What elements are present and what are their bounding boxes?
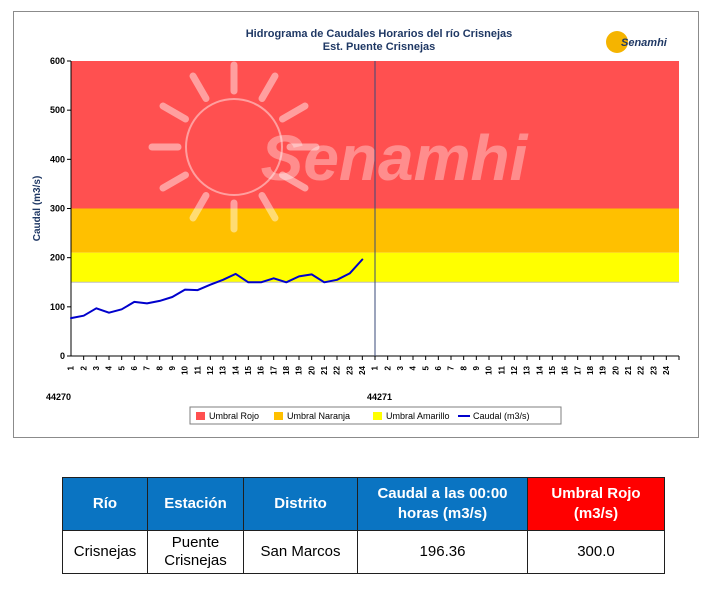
x-tick-label: 23: [649, 365, 658, 374]
legend-swatch: [373, 412, 382, 420]
x-day-label: 44270: [46, 392, 71, 402]
y-tick-label: 600: [50, 56, 65, 66]
header-distrito: Distrito: [243, 477, 358, 531]
x-tick-label: 8: [155, 365, 164, 370]
header-estacion: Estación: [147, 477, 244, 531]
header-caudal: Caudal a las 00:00 horas (m3/s): [357, 477, 528, 531]
x-tick-label: 12: [206, 365, 215, 374]
y-tick-label: 300: [50, 204, 65, 214]
y-tick-label: 500: [50, 105, 65, 115]
x-tick-label: 23: [345, 365, 354, 374]
legend-swatch: [274, 412, 283, 420]
header-rio: Río: [62, 477, 148, 531]
x-tick-label: 18: [282, 365, 291, 374]
cell-caudal: 196.36: [357, 530, 528, 574]
hydrograph-chart: Senamhi 0 100 200 300 400 500 600 Caudal (m3/s) 1…: [32, 28, 680, 425]
x-tick-label: 9: [472, 365, 481, 370]
cell-estacion: Puente Crisnejas: [147, 530, 244, 574]
x-tick-label: 21: [320, 365, 329, 374]
table-header-row: Río Estación Distrito Caudal a las 00:00…: [62, 477, 665, 531]
x-tick-label: 24: [662, 365, 671, 374]
chart-subtitle: Est. Puente Crisnejas: [323, 41, 436, 53]
watermark-sun-ray: [159, 171, 190, 192]
y-tick-label: 0: [60, 351, 65, 361]
header-umbral-rojo: Umbral Rojo (m3/s): [527, 477, 665, 531]
x-tick-label: 11: [497, 365, 506, 374]
table-row: Crisnejas Puente Crisnejas San Marcos 19…: [62, 530, 665, 574]
x-tick-label: 5: [117, 365, 126, 370]
x-tick-label: 13: [523, 365, 532, 374]
watermark-text: Senamhi: [261, 122, 529, 194]
x-tick-label: 14: [231, 365, 240, 374]
chart-title: Hidrograma de Caudales Horarios del río …: [246, 28, 513, 40]
x-tick-label: 1: [67, 365, 76, 370]
watermark-sun-ray: [258, 72, 279, 103]
x-tick-label: 11: [193, 365, 202, 374]
y-tick-label: 100: [50, 302, 65, 312]
watermark-sun-ray: [189, 72, 210, 103]
x-tick-label: 20: [611, 365, 620, 374]
x-tick-label: 3: [92, 365, 101, 370]
x-tick-label: 18: [586, 365, 595, 374]
cell-distrito: San Marcos: [243, 530, 358, 574]
legend-swatch: [196, 412, 205, 420]
legend-label: Umbral Naranja: [287, 411, 350, 421]
cell-umbral-rojo: 300.0: [527, 530, 665, 574]
summary-table: Río Estación Distrito Caudal a las 00:00…: [62, 477, 665, 574]
logo-sun-icon: [606, 31, 628, 53]
legend-label: Umbral Rojo: [209, 411, 259, 421]
x-tick-label: 10: [485, 365, 494, 374]
x-tick-label: 8: [459, 365, 468, 370]
watermark-sun-ray: [258, 191, 279, 222]
x-tick-label: 2: [383, 365, 392, 370]
x-tick-label: 4: [105, 365, 114, 370]
x-tick-label: 1: [371, 365, 380, 370]
x-tick-label: 6: [434, 365, 443, 370]
x-day-label: 44271: [367, 392, 392, 402]
x-tick-label: 2: [79, 365, 88, 370]
x-tick-label: 7: [447, 365, 456, 370]
x-tick-label: 6: [130, 365, 139, 370]
watermark-sun-icon: [185, 98, 283, 196]
x-tick-label: 16: [561, 365, 570, 374]
x-tick-label: 3: [396, 365, 405, 370]
x-tick-label: 15: [244, 365, 253, 374]
x-tick-label: 4: [409, 365, 418, 370]
x-tick-label: 17: [573, 365, 582, 374]
x-tick-label: 9: [168, 365, 177, 370]
cell-rio: Crisnejas: [62, 530, 148, 574]
legend-label: Caudal (m3/s): [473, 411, 530, 421]
x-tick-label: 14: [535, 365, 544, 374]
x-tick-label: 22: [637, 365, 646, 374]
logo-text: Senamhi: [621, 37, 668, 49]
x-tick-label: 16: [257, 365, 266, 374]
series-line-caudal: [70, 258, 364, 320]
x-tick-label: 7: [143, 365, 152, 370]
x-tick-label: 17: [269, 365, 278, 374]
y-axis-label: Caudal (m3/s): [32, 176, 43, 242]
x-tick-label: 12: [510, 365, 519, 374]
y-tick-label: 400: [50, 154, 65, 164]
watermark-sun-ray: [159, 102, 190, 123]
x-tick-label: 13: [219, 365, 228, 374]
watermark-sun-ray: [278, 102, 309, 123]
x-tick-label: 19: [599, 365, 608, 374]
x-tick-label: 15: [548, 365, 557, 374]
x-tick-label: 21: [624, 365, 633, 374]
x-tick-label: 22: [333, 365, 342, 374]
x-tick-label: 20: [307, 365, 316, 374]
x-tick-label: 24: [358, 365, 367, 374]
watermark-sun-ray: [278, 171, 309, 192]
watermark-sun-ray: [189, 191, 210, 222]
chart-frame: Senamhi 0 100 200 300 400 500 600 Caudal (m3/s) 1…: [13, 11, 699, 438]
y-tick-label: 200: [50, 253, 65, 263]
x-tick-label: 10: [181, 365, 190, 374]
legend-label: Umbral Amarillo: [386, 411, 450, 421]
x-tick-label: 5: [421, 365, 430, 370]
x-tick-label: 19: [295, 365, 304, 374]
